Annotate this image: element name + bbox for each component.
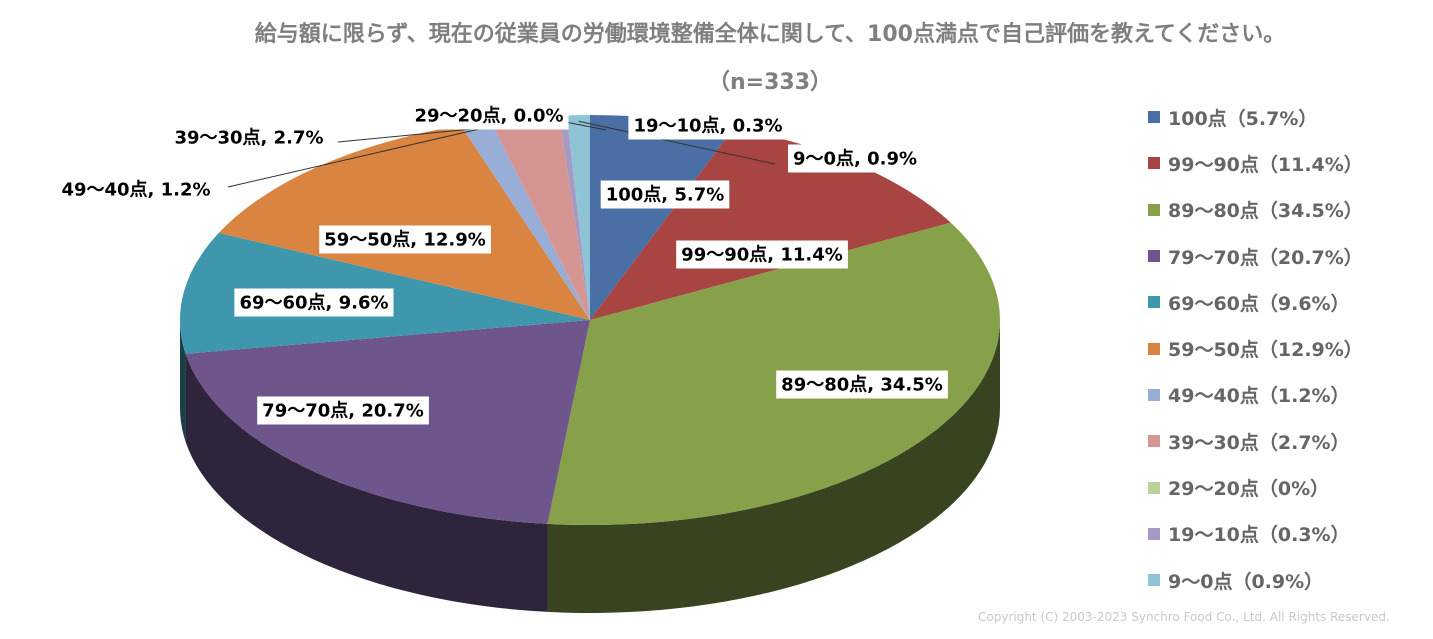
pie-slice-9 [559,115,590,320]
pie-side-2 [547,320,1000,613]
data-label-bg-8 [409,101,569,130]
data-label-8: 29～20点, 0.0% [409,101,569,130]
legend-label-5: 59～50点（12.9%） [1168,339,1363,362]
data-label-6: 49～40点, 1.2% [56,175,216,204]
legend-swatch-3 [1148,250,1160,263]
data-label-text-6: 49～40点, 1.2% [61,179,210,201]
pie-slice-0 [590,115,734,320]
legend-label-1: 99～90点（11.4%） [1168,153,1363,176]
chart-title: 給与額に限らず、現在の従業員の労働環境整備全体に関して、100点満点で自己評価を… [254,22,1286,47]
legend-swatch-5 [1148,342,1160,355]
legend-swatch-4 [1148,296,1160,309]
data-label-text-8: 29～20点, 0.0% [414,105,563,127]
legend-item-9: 19～10点（0.3%） [1148,511,1363,557]
data-label-5: 59～50点, 12.9% [319,225,491,254]
copyright-notice: Copyright (C) 2003-2023 Synchro Food Co.… [978,610,1390,624]
legend-item-10: 9～0点（0.9%） [1148,557,1363,603]
pie-side-4 [180,320,186,442]
data-label-bg-9 [628,111,788,140]
legend: 100点（5.7%） 99～90点（11.4%） 89～80点（34.5%） 79～7… [1148,94,1363,603]
legend-swatch-7 [1148,435,1160,448]
legend-item-5: 59～50点（12.9%） [1148,325,1363,371]
legend-swatch-8 [1148,481,1160,494]
legend-item-4: 69～60点（9.6%） [1148,279,1363,325]
data-label-bg-10 [788,144,923,173]
data-label-text-1: 99～90点, 11.4% [681,244,843,266]
data-label-1: 99～90点, 11.4% [676,240,848,269]
pie-slice-1 [590,128,951,320]
data-label-10: 9～0点, 0.9% [788,144,923,173]
data-label-text-2: 89～80点, 34.5% [781,374,943,396]
legend-item-2: 89～80点（34.5%） [1148,187,1363,233]
leader-line-10 [578,120,776,165]
legend-label-6: 49～40点（1.2%） [1168,385,1350,408]
data-label-bg-1 [676,240,848,269]
legend-item-8: 29～20点（0%） [1148,464,1363,510]
data-label-bg-4 [234,288,394,317]
legend-swatch-10 [1148,574,1160,587]
data-label-2: 89～80点, 34.5% [776,370,948,399]
legend-swatch-1 [1148,157,1160,170]
pie-side-3 [185,353,548,612]
chart-subtitle: （n=333） [707,70,833,95]
data-label-text-0: 100点, 5.7% [606,184,725,206]
data-label-bg-3 [257,396,429,425]
leader-line-9 [563,121,607,131]
legend-label-3: 79～70点（20.7%） [1168,246,1363,269]
data-label-text-3: 79～70点, 20.7% [262,400,424,422]
legend-swatch-2 [1148,203,1160,216]
pie-side-walls [180,320,1000,613]
legend-label-8: 29～20点（0%） [1168,478,1330,501]
pie-slice-2 [547,222,1000,526]
legend-label-0: 100点（5.7%） [1168,107,1318,130]
pie-slices [180,115,1000,526]
legend-swatch-6 [1148,388,1160,401]
pie-slice-5 [218,125,590,321]
data-label-bg-7 [169,123,329,152]
legend-swatch-0 [1148,111,1160,124]
pie-slice-10 [566,115,590,320]
legend-item-7: 39～30点（2.7%） [1148,418,1363,464]
data-label-bg-5 [319,225,491,254]
legend-item-6: 49～40点（1.2%） [1148,372,1363,418]
legend-item-1: 99～90点（11.4%） [1148,140,1363,186]
data-labels: 100点, 5.7% 99～90点, 11.4% 89～80点, 34.5% 79～7… [56,101,948,425]
pie-slice-7 [490,115,590,320]
data-label-bg-6 [56,175,216,204]
data-label-7: 39～30点, 2.7% [169,123,329,152]
legend-item-0: 100点（5.7%） [1148,94,1363,140]
data-label-bg-0 [600,180,730,209]
legend-item-3: 79～70点（20.7%） [1148,233,1363,279]
legend-label-2: 89～80点（34.5%） [1168,200,1363,223]
data-label-4: 69～60点, 9.6% [234,288,394,317]
legend-label-9: 19～10点（0.3%） [1168,524,1350,547]
data-label-bg-2 [776,370,948,399]
data-label-text-7: 39～30点, 2.7% [174,127,323,149]
data-label-text-4: 69～60点, 9.6% [239,292,388,314]
data-label-text-9: 19～10点, 0.3% [633,115,782,137]
legend-label-10: 9～0点（0.9%） [1168,570,1324,593]
data-label-text-5: 59～50点, 12.9% [324,229,486,251]
data-label-9: 19～10点, 0.3% [628,111,788,140]
legend-label-7: 39～30点（2.7%） [1168,431,1350,454]
pie-chart: 100点, 5.7% 99～90点, 11.4% 89～80点, 34.5% 79～7… [56,101,1000,613]
legend-label-4: 69～60点（9.6%） [1168,292,1350,315]
data-label-3: 79～70点, 20.7% [257,396,429,425]
pie-slice-6 [460,121,590,320]
data-label-text-10: 9～0点, 0.9% [793,148,917,170]
leader-line-6 [227,128,480,188]
data-label-0: 100点, 5.7% [600,180,730,209]
legend-swatch-9 [1148,527,1160,540]
